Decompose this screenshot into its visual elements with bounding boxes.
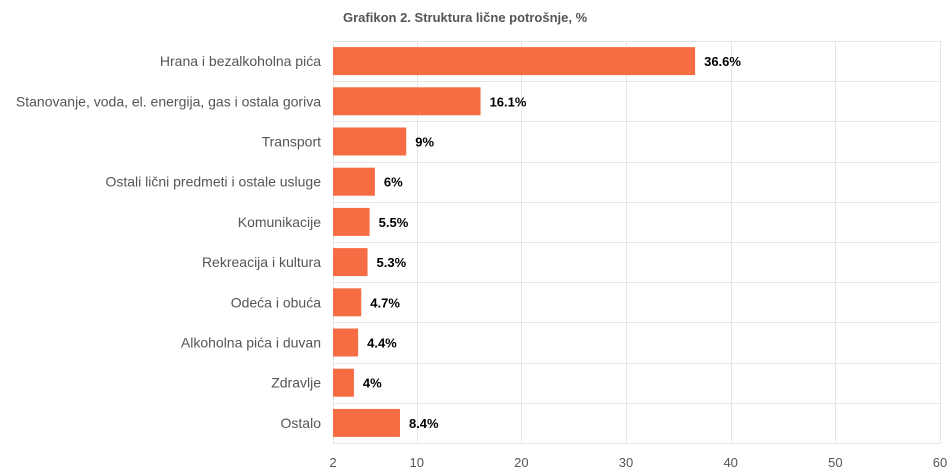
category-label: Ostali lični predmeti i ostale usluge — [105, 174, 321, 190]
category-label: Alkoholna pića i duvan — [181, 335, 321, 351]
data-label: 36.6% — [704, 54, 741, 69]
x-tick-label: 2 — [329, 455, 336, 470]
category-label: Transport — [262, 134, 322, 150]
x-tick-label: 40 — [723, 455, 737, 470]
data-label: 9% — [415, 135, 434, 150]
category-label: Komunikacije — [238, 214, 321, 230]
bar — [333, 408, 400, 437]
data-label: 6% — [384, 175, 403, 190]
x-tick-label: 50 — [828, 455, 842, 470]
bar — [333, 87, 481, 116]
x-tick-label: 20 — [514, 455, 528, 470]
bar — [333, 368, 354, 397]
data-label: 8.4% — [409, 416, 439, 431]
category-label: Zdravlje — [271, 375, 321, 391]
category-label: Odeća i obuća — [231, 294, 321, 310]
x-tick-label: 60 — [933, 455, 947, 470]
category-label: Ostalo — [281, 415, 322, 431]
x-tick-label: 10 — [409, 455, 423, 470]
category-label: Rekreacija i kultura — [202, 254, 321, 270]
bar — [333, 47, 696, 76]
x-tick-label: 30 — [619, 455, 633, 470]
category-label: Stanovanje, voda, el. energija, gas i os… — [16, 93, 321, 109]
data-label: 16.1% — [490, 94, 527, 109]
data-label: 5.5% — [379, 215, 409, 230]
bar — [333, 328, 359, 357]
data-label: 4.4% — [367, 336, 397, 351]
chart-title: Grafikon 2. Struktura lične potrošnje, % — [343, 10, 588, 25]
data-label: 4.7% — [370, 295, 400, 310]
data-label: 4% — [363, 376, 382, 391]
bar — [333, 127, 407, 156]
data-label: 5.3% — [377, 255, 407, 270]
category-label: Hrana i bezalkoholna pića — [160, 53, 321, 69]
bar — [333, 207, 370, 236]
bar — [333, 248, 368, 277]
bar — [333, 288, 362, 317]
bar — [333, 167, 375, 196]
